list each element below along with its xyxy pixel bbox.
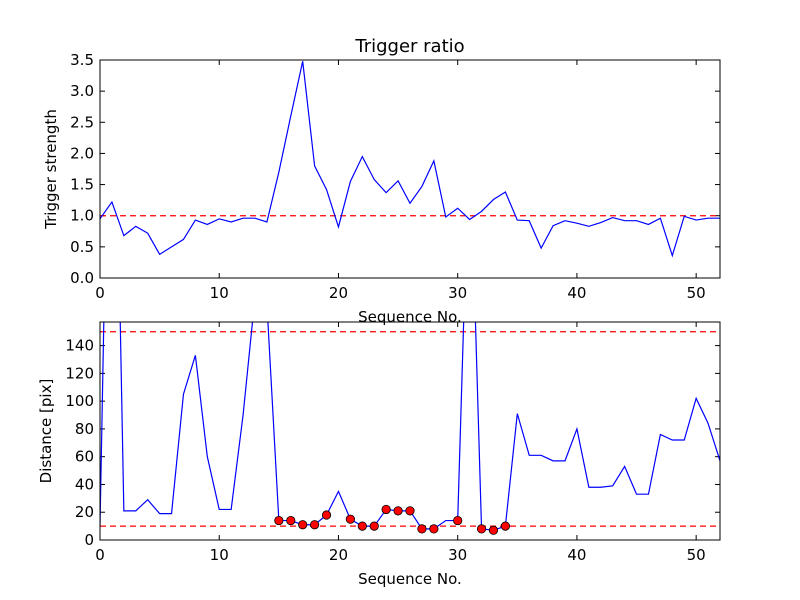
data-point-marker — [429, 524, 439, 534]
y-tick-label: 20 — [75, 503, 94, 521]
y-tick-label: 3.5 — [70, 51, 94, 69]
x-tick-label: 0 — [95, 284, 105, 302]
chart-title: Trigger ratio — [354, 36, 464, 57]
x-tick-label: 30 — [448, 546, 467, 564]
x-tick-label: 50 — [687, 546, 706, 564]
x-axis-label: Sequence No. — [358, 308, 462, 326]
data-point-marker — [476, 524, 487, 534]
x-axis-label: Sequence No. — [358, 570, 462, 588]
data-point-marker — [417, 524, 427, 534]
data-point-marker — [310, 520, 320, 530]
x-tick-label: 0 — [95, 546, 105, 564]
data-point-marker — [321, 510, 332, 520]
x-tick-label: 40 — [567, 546, 586, 564]
data-point-marker — [274, 515, 284, 526]
chart-distance: Distance [pix] Sequence No. 0 10 20 30 40 50 0… — [37, 321, 721, 588]
x-tick-label: 50 — [687, 284, 706, 302]
y-tick-label: 3.0 — [70, 82, 94, 100]
x-tick-label: 20 — [329, 546, 348, 564]
y-tick-label: 1.5 — [70, 176, 94, 194]
data-point-marker — [381, 504, 391, 515]
y-axis-label: Trigger strength — [42, 109, 60, 230]
x-tick-label: 30 — [448, 284, 467, 302]
y-tick-label: 1.0 — [70, 207, 94, 225]
y-tick-label: 80 — [75, 420, 94, 438]
series-line — [100, 61, 720, 258]
y-tick-label: 2.0 — [70, 144, 94, 162]
y-axis-label: Distance [pix] — [37, 379, 55, 484]
x-tick-label: 40 — [567, 284, 586, 302]
data-point-marker — [500, 521, 510, 531]
y-tick-label: 140 — [65, 337, 94, 355]
y-tick-label: 120 — [65, 364, 94, 382]
y-tick-label: 40 — [75, 475, 94, 493]
y-tick-label: 0.0 — [70, 269, 94, 287]
x-tick-label: 10 — [210, 546, 229, 564]
data-point-marker — [393, 506, 403, 516]
chart-trigger-ratio: Trigger ratio Trigger strength Sequence … — [42, 36, 721, 326]
y-tick-label: 0.5 — [70, 238, 94, 256]
data-point-marker — [488, 525, 499, 535]
data-point-marker — [345, 514, 355, 524]
x-tick-label: 20 — [329, 284, 348, 302]
data-point-marker — [405, 506, 415, 516]
y-tick-label: 100 — [65, 392, 94, 410]
data-point-marker — [298, 520, 308, 530]
data-point-marker — [453, 515, 463, 526]
y-tick-label: 60 — [75, 448, 94, 466]
x-tick-label: 10 — [210, 284, 229, 302]
series-line — [100, 322, 720, 531]
plot-frame — [99, 59, 721, 279]
data-point-marker — [286, 515, 296, 526]
plot-frame — [99, 321, 721, 541]
y-tick-label: 2.5 — [70, 113, 94, 131]
data-point-marker — [369, 521, 379, 531]
data-point-marker — [357, 521, 367, 531]
y-tick-label: 0 — [84, 531, 94, 549]
